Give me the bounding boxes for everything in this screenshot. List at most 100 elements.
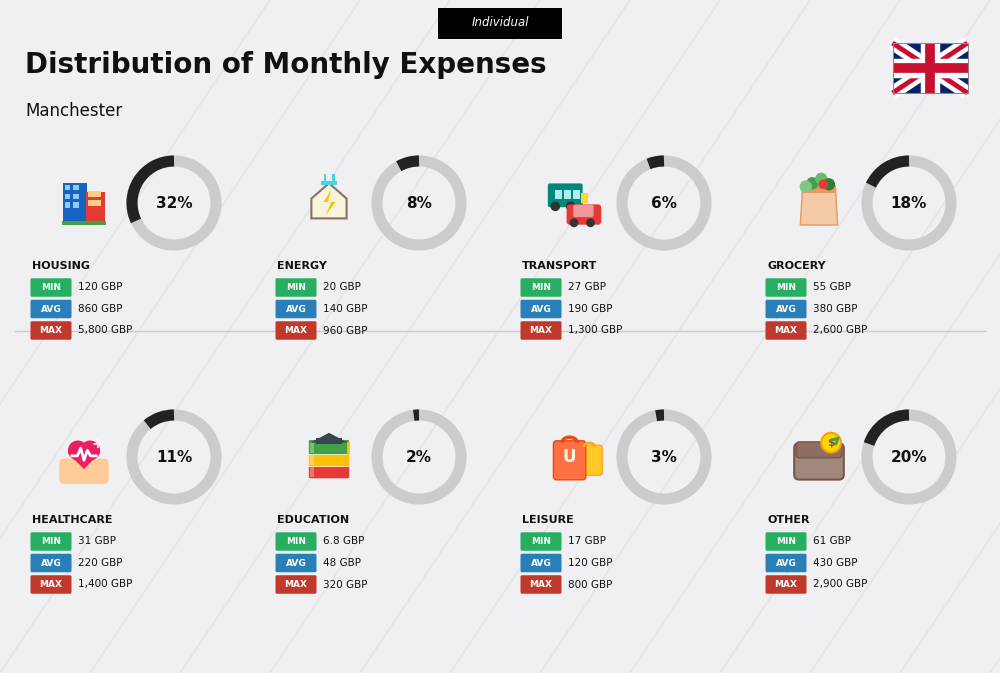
Bar [73, 194, 79, 199]
Bar [324, 174, 326, 183]
Text: 5,800 GBP: 5,800 GBP [78, 326, 132, 336]
Bar [573, 190, 580, 199]
FancyBboxPatch shape [308, 439, 350, 454]
Circle shape [570, 219, 578, 227]
FancyBboxPatch shape [766, 278, 806, 297]
FancyBboxPatch shape [30, 532, 72, 551]
Text: MIN: MIN [41, 537, 61, 546]
Text: MIN: MIN [286, 537, 306, 546]
Bar [88, 191, 101, 197]
Text: MIN: MIN [286, 283, 306, 292]
Bar [65, 194, 70, 199]
FancyBboxPatch shape [276, 532, 316, 551]
Text: AVG: AVG [531, 304, 551, 314]
FancyBboxPatch shape [576, 446, 602, 475]
Text: 190 GBP: 190 GBP [568, 304, 612, 314]
Text: 960 GBP: 960 GBP [323, 326, 368, 336]
FancyBboxPatch shape [276, 554, 316, 572]
Text: 380 GBP: 380 GBP [813, 304, 858, 314]
Text: MIN: MIN [776, 283, 796, 292]
Circle shape [550, 201, 560, 211]
Text: 1,300 GBP: 1,300 GBP [568, 326, 622, 336]
Text: 6.8 GBP: 6.8 GBP [323, 536, 364, 546]
Bar [316, 438, 342, 444]
Text: AVG: AVG [41, 559, 61, 567]
Text: MIN: MIN [41, 283, 61, 292]
Text: 2%: 2% [406, 450, 432, 464]
Bar [65, 185, 70, 190]
FancyBboxPatch shape [59, 458, 109, 484]
FancyBboxPatch shape [308, 464, 350, 479]
Text: MAX: MAX [285, 326, 308, 335]
FancyBboxPatch shape [520, 554, 562, 572]
Text: 800 GBP: 800 GBP [568, 579, 612, 590]
FancyBboxPatch shape [766, 575, 806, 594]
Text: 320 GBP: 320 GBP [323, 579, 368, 590]
Text: MIN: MIN [776, 537, 796, 546]
Circle shape [821, 433, 841, 453]
Text: 31 GBP: 31 GBP [78, 536, 116, 546]
Text: MIN: MIN [531, 537, 551, 546]
Circle shape [566, 201, 576, 211]
Text: 27 GBP: 27 GBP [568, 283, 606, 293]
Circle shape [815, 173, 827, 185]
Circle shape [68, 441, 88, 460]
Circle shape [586, 219, 595, 227]
Text: Distribution of Monthly Expenses: Distribution of Monthly Expenses [25, 51, 547, 79]
Text: AVG: AVG [776, 559, 796, 567]
Bar [893, 43, 968, 93]
Text: +: + [91, 437, 103, 451]
Text: AVG: AVG [776, 304, 796, 314]
Text: 120 GBP: 120 GBP [78, 283, 122, 293]
Text: HOUSING: HOUSING [32, 261, 90, 271]
Polygon shape [310, 433, 348, 443]
Text: 120 GBP: 120 GBP [568, 558, 612, 568]
Text: 17 GBP: 17 GBP [568, 536, 606, 546]
FancyBboxPatch shape [548, 184, 583, 207]
Text: LEISURE: LEISURE [522, 515, 574, 525]
FancyBboxPatch shape [573, 205, 594, 217]
FancyBboxPatch shape [766, 321, 806, 340]
Text: MAX: MAX [774, 326, 798, 335]
FancyBboxPatch shape [553, 441, 586, 480]
Text: GROCERY: GROCERY [767, 261, 826, 271]
Bar [88, 200, 101, 206]
Text: 140 GBP: 140 GBP [323, 304, 368, 314]
Bar [332, 174, 335, 183]
Bar [564, 190, 571, 199]
FancyBboxPatch shape [438, 7, 562, 38]
Bar [893, 43, 968, 93]
Polygon shape [800, 188, 838, 225]
Bar [310, 466, 314, 476]
Text: HEALTHCARE: HEALTHCARE [32, 515, 112, 525]
FancyBboxPatch shape [276, 299, 316, 318]
Polygon shape [311, 183, 347, 219]
Text: MAX: MAX [40, 580, 62, 589]
FancyBboxPatch shape [766, 532, 806, 551]
Text: 8%: 8% [406, 195, 432, 211]
Text: 32%: 32% [156, 195, 192, 211]
Text: AVG: AVG [531, 559, 551, 567]
Bar [62, 221, 106, 225]
Text: 61 GBP: 61 GBP [813, 536, 851, 546]
Bar [65, 203, 70, 208]
Text: 430 GBP: 430 GBP [813, 558, 858, 568]
Text: MAX: MAX [40, 326, 62, 335]
Polygon shape [68, 453, 100, 469]
Text: 3%: 3% [651, 450, 677, 464]
Circle shape [819, 180, 828, 189]
Text: OTHER: OTHER [767, 515, 810, 525]
Bar [73, 185, 79, 190]
Text: MIN: MIN [531, 283, 551, 292]
Bar [581, 193, 588, 203]
Bar [555, 190, 562, 199]
FancyBboxPatch shape [567, 205, 601, 225]
Text: 860 GBP: 860 GBP [78, 304, 122, 314]
FancyBboxPatch shape [30, 575, 72, 594]
FancyBboxPatch shape [766, 554, 806, 572]
Bar [321, 181, 337, 185]
FancyBboxPatch shape [276, 321, 316, 340]
FancyBboxPatch shape [520, 575, 562, 594]
FancyBboxPatch shape [30, 321, 72, 340]
Text: AVG: AVG [286, 559, 306, 567]
